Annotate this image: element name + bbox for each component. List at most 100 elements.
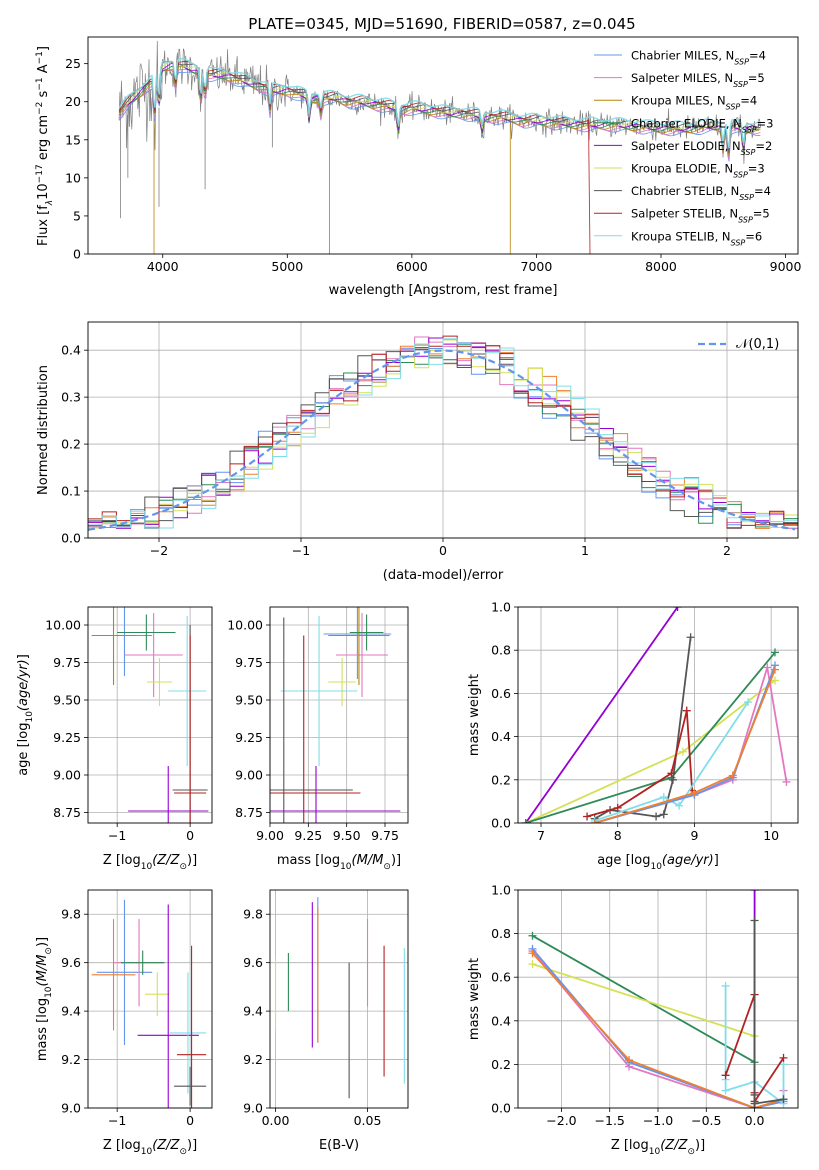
y-tick-label: 0.4 xyxy=(61,343,81,358)
y-tick-label: 9.25 xyxy=(53,730,81,745)
mass-vs-metallicity-panel: −1 0 9.0 9.2 9.4 9.6 9.8 Z [log10(Z/Z⊙)] mass [l… xyxy=(35,889,213,1157)
age-vs-mass-panel: 9.00 9.25 9.50 9.75 8.75 9.00 9.25 9.50 9.75 10.0… xyxy=(227,606,409,872)
y-tick-label: 8.75 xyxy=(53,805,81,820)
series-marker xyxy=(659,810,668,819)
series-marker xyxy=(750,1099,759,1108)
y-tick-label: 9.2 xyxy=(61,1052,81,1067)
axes-frame xyxy=(269,889,409,1109)
y-tick-label: 9.00 xyxy=(235,768,263,783)
y-tick-label: 9.50 xyxy=(235,693,263,708)
y-axis-label: mass weight xyxy=(467,958,482,1040)
plot-area xyxy=(521,607,791,823)
x-axis-label: age [log10(age/yr)] xyxy=(597,853,719,872)
y-tick-label: 10 xyxy=(65,170,81,185)
y-tick-label: 9.4 xyxy=(61,1004,81,1019)
mass-vs-ebv-panel: 0.00 0.05 9.0 9.2 9.4 9.6 9.8 E(B-V) xyxy=(243,889,409,1153)
plot-area xyxy=(91,899,207,1108)
series-marker xyxy=(763,663,772,672)
model-spectrum-line xyxy=(118,58,761,149)
axes-frame xyxy=(517,606,799,824)
y-tick-label: 9.75 xyxy=(53,655,81,670)
x-tick-label: 9 xyxy=(690,828,698,843)
axes-frame xyxy=(87,36,799,255)
x-tick-label: 0 xyxy=(186,828,194,843)
y-tick-label: 0.0 xyxy=(491,1101,511,1116)
y-tick-label: 0.2 xyxy=(491,1057,511,1072)
x-tick-label: 8 xyxy=(614,828,622,843)
y-tick-label: 20 xyxy=(65,94,81,109)
y-tick-label: 9.2 xyxy=(243,1052,263,1067)
axes-frame xyxy=(87,321,799,539)
series-marker xyxy=(675,801,684,810)
plot-area xyxy=(91,607,209,823)
series-marker xyxy=(779,1053,788,1062)
x-tick-label: 10 xyxy=(763,828,779,843)
x-tick-label: 7000 xyxy=(521,259,553,274)
y-tick-label: 8.75 xyxy=(235,805,263,820)
axes-frame xyxy=(517,889,799,1109)
x-axis-label: mass [log10(M/M⊙)] xyxy=(277,853,401,872)
y-tick-label: 9.8 xyxy=(243,907,263,922)
series-marker xyxy=(613,803,622,812)
y-tick-label: 25 xyxy=(65,56,81,71)
series-line xyxy=(524,607,679,823)
y-tick-label: 9.4 xyxy=(243,1004,263,1019)
axes-frame xyxy=(269,606,409,824)
series-marker xyxy=(625,1056,634,1065)
y-tick-label: 0.1 xyxy=(61,484,81,499)
x-tick-label: 6000 xyxy=(396,259,428,274)
x-tick-label: 0.0 xyxy=(745,1113,765,1128)
plot-area xyxy=(274,897,405,1099)
spectrum-data-line xyxy=(118,40,761,164)
y-axis-label: age [log10(age/yr)] xyxy=(16,654,35,776)
x-tick-label: 1 xyxy=(581,543,589,558)
x-tick-label: 9.50 xyxy=(333,828,361,843)
x-tick-label: −2.0 xyxy=(546,1113,576,1128)
legend-label: Chabrier MILES, NSSP=4 xyxy=(631,49,766,67)
y-tick-label: 9.50 xyxy=(53,693,81,708)
legend-label: Salpeter STELIB, NSSP=5 xyxy=(631,207,770,225)
x-axis-label: E(B-V) xyxy=(319,1138,359,1153)
model-spectrum-line xyxy=(118,61,591,254)
x-tick-label: 4000 xyxy=(147,259,179,274)
y-axis-label: Normed distribution xyxy=(36,365,51,495)
series-line xyxy=(525,651,776,823)
series-marker xyxy=(721,1086,730,1095)
legend-label: Chabrier ELODIE, NSSP=3 xyxy=(631,116,773,134)
y-tick-label: 10.00 xyxy=(45,618,81,633)
x-axis-label: Z [log10(Z/Z⊙)] xyxy=(611,1138,705,1157)
y-tick-label: 0.0 xyxy=(491,816,511,831)
x-tick-label: −1 xyxy=(108,828,126,843)
series-marker xyxy=(779,1095,788,1104)
y-tick-label: 9.6 xyxy=(243,955,263,970)
legend-label: Kroupa ELODIE, NSSP=3 xyxy=(631,162,765,180)
figure-title: PLATE=0345, MJD=51690, FIBERID=0587, z=0… xyxy=(248,15,635,33)
normal-curve xyxy=(88,349,796,531)
weight-vs-age-panel: 7 8 9 10 0.0 0.2 0.4 0.6 0.8 1.0 mass weight age [l… xyxy=(467,600,799,872)
residual-histogram-panel: −2 −1 0 1 2 0.0 0.1 0.2 0.3 0.4 (data-model)/error… xyxy=(36,321,799,583)
x-tick-label: −1.0 xyxy=(643,1113,673,1128)
series-marker xyxy=(673,607,682,611)
series-marker xyxy=(750,916,759,925)
series-marker xyxy=(770,665,779,674)
y-tick-label: 1.0 xyxy=(491,600,511,615)
x-tick-label: −2 xyxy=(150,543,168,558)
legend-label: Kroupa MILES, NSSP=4 xyxy=(631,94,757,112)
series-marker xyxy=(750,890,759,894)
plot-area xyxy=(528,890,788,1108)
x-tick-label: 8000 xyxy=(645,259,677,274)
x-tick-label: 0 xyxy=(439,543,447,558)
spectrum-panel: 4000 5000 6000 7000 8000 9000 0 5 10 15 20 25 wavele… xyxy=(35,36,801,298)
y-tick-label: 0.6 xyxy=(491,686,511,701)
series-marker xyxy=(690,788,699,797)
series-marker xyxy=(682,706,691,715)
x-tick-label: 0.00 xyxy=(262,1113,290,1128)
y-tick-label: 0.0 xyxy=(61,531,81,546)
weight-vs-metallicity-panel: −2.0 −1.5 −1.0 −0.5 0.0 0.0 0.2 0.4 0.6 0.8 1.0 mas… xyxy=(467,883,799,1157)
series-marker xyxy=(590,819,599,823)
series-marker xyxy=(686,633,695,642)
x-tick-label: 2 xyxy=(723,543,731,558)
x-tick-label: 9.00 xyxy=(256,828,284,843)
y-tick-label: 9.0 xyxy=(61,1101,81,1116)
